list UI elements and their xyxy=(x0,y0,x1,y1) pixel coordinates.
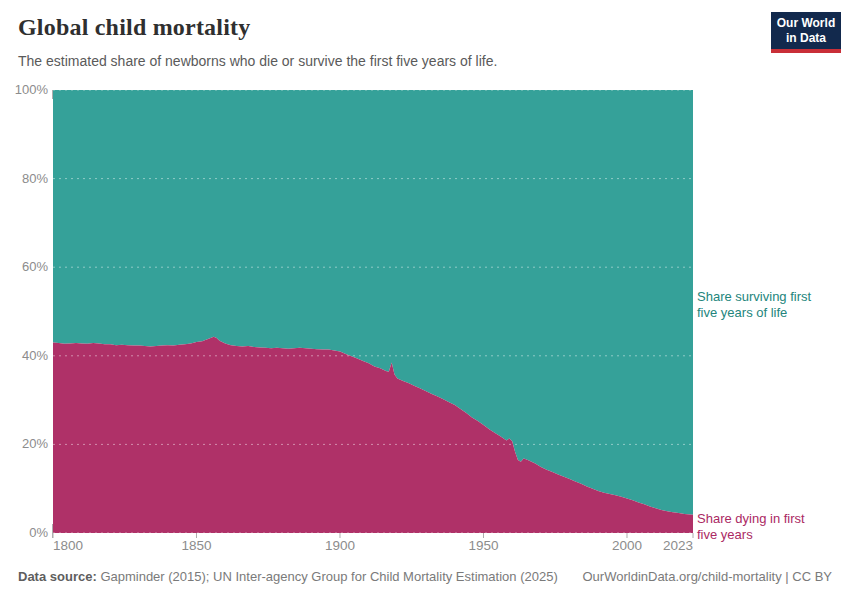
series-label-dying-line2: five years xyxy=(697,527,837,543)
y-tick-label-100: 100% xyxy=(0,83,48,97)
y-tick-label-20: 20% xyxy=(0,437,48,451)
x-tick-label-1850: 1850 xyxy=(181,538,211,553)
y-tick-label-60: 60% xyxy=(0,260,48,274)
y-tick-label-40: 40% xyxy=(0,349,48,363)
series-label-surviving-line2: five years of life xyxy=(697,305,837,321)
owid-chart-page: Global child mortality The estimated sha… xyxy=(0,0,850,600)
series-label-surviving: Share surviving first five years of life xyxy=(697,289,837,321)
x-tick-label-1950: 1950 xyxy=(468,538,498,553)
x-tick-label-2000: 2000 xyxy=(612,538,642,553)
x-tick-label-1800: 1800 xyxy=(53,538,83,553)
x-tick-label-2023: 2023 xyxy=(663,538,693,553)
data-source-note: Data source: Gapminder (2015); UN Inter-… xyxy=(18,569,558,584)
data-source-text: Gapminder (2015); UN Inter-agency Group … xyxy=(100,569,557,584)
y-tick-label-80: 80% xyxy=(0,172,48,186)
data-source-label: Data source: xyxy=(18,569,97,584)
series-label-dying-line1: Share dying in first xyxy=(697,511,837,527)
owid-link[interactable]: OurWorldinData.org/child-mortality | CC … xyxy=(583,569,833,584)
series-label-surviving-line1: Share surviving first xyxy=(697,289,837,305)
series-label-dying: Share dying in first five years xyxy=(697,511,837,543)
y-tick-label-0: 0% xyxy=(0,526,48,540)
x-tick-label-1900: 1900 xyxy=(325,538,355,553)
